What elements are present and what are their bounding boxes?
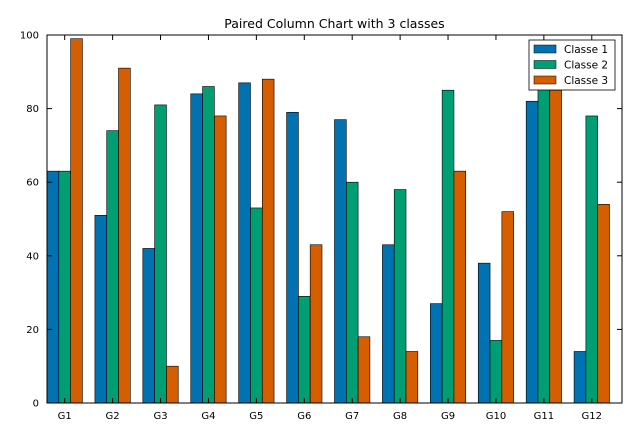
bar-g8-series-3 (405, 351, 419, 404)
legend-swatch-series-1 (533, 44, 557, 54)
x-tick-label-g3: G3 (153, 411, 167, 422)
legend-label-series-3: Classe 3 (564, 75, 608, 87)
bar-g9-series-2 (441, 89, 455, 404)
bar-g9-series-1 (430, 303, 443, 404)
bar-g4-series-1 (190, 93, 203, 404)
bar-g12-series-1 (573, 351, 587, 404)
bar-g1-series-1 (46, 170, 60, 404)
bar-g11-series-2 (537, 86, 551, 404)
bar-g3-series-1 (142, 248, 155, 404)
bar-g10-series-2 (489, 340, 503, 404)
bar-g10-series-1 (477, 262, 491, 404)
bar-g6-series-3 (309, 244, 323, 404)
bar-g8-series-2 (393, 189, 407, 404)
bar-g7-series-1 (334, 119, 347, 404)
bar-g7-series-3 (357, 336, 371, 404)
x-tick-label-g5: G5 (249, 411, 263, 422)
bar-g5-series-2 (250, 207, 263, 404)
legend-swatch-series-3 (533, 75, 557, 85)
x-tick-label-g9: G9 (441, 411, 455, 422)
plot-frame (46, 34, 623, 404)
chart-title: Paired Column Chart with 3 classes (224, 16, 444, 31)
y-tick-label: 20 (26, 325, 39, 336)
bar-g2-series-2 (106, 130, 119, 404)
legend-swatch-series-2 (533, 60, 557, 69)
legend: Classe 1 Classe 2 Classe 3 (528, 39, 616, 91)
bar-g12-series-2 (585, 115, 598, 404)
bar-g3-series-2 (154, 104, 167, 404)
bar-g2-series-3 (118, 67, 131, 404)
bar-g1-series-3 (70, 38, 83, 404)
x-tick-label-g8: G8 (393, 411, 407, 422)
bar-g2-series-1 (94, 215, 108, 404)
bar-g6-series-1 (286, 111, 299, 404)
y-tick-label: 60 (26, 178, 39, 189)
bar-g11-series-3 (549, 89, 562, 404)
bar-g6-series-2 (298, 295, 311, 404)
x-tick-label-g1: G1 (58, 411, 72, 422)
bar-g1-series-2 (58, 170, 71, 404)
x-tick-label-g7: G7 (345, 411, 359, 422)
x-tick-label-g11: G11 (534, 411, 554, 422)
legend-label-series-1: Classe 1 (564, 44, 608, 56)
x-tick-label-g10: G10 (486, 411, 506, 422)
y-tick-label: 80 (26, 104, 39, 115)
x-tick-label-g6: G6 (297, 411, 311, 422)
bar-g7-series-2 (345, 181, 359, 404)
legend-label-series-2: Classe 2 (564, 60, 608, 72)
bar-g5-series-3 (261, 78, 275, 404)
bar-g8-series-1 (382, 244, 395, 404)
bar-g10-series-3 (501, 211, 514, 404)
y-tick-label: 100 (20, 31, 39, 42)
bars-group (46, 38, 610, 404)
bar-g4-series-2 (202, 86, 215, 404)
y-tick-label: 0 (33, 399, 39, 410)
y-tick-label: 40 (26, 251, 39, 262)
bar-g9-series-3 (453, 170, 467, 404)
bar-g12-series-3 (597, 203, 610, 404)
x-tick-label-g4: G4 (201, 411, 215, 422)
x-tick-label-g12: G12 (582, 411, 602, 422)
bar-g4-series-3 (214, 115, 227, 404)
bar-g3-series-3 (166, 365, 179, 404)
bar-g5-series-1 (238, 82, 251, 404)
bar-g11-series-1 (525, 100, 539, 404)
x-tick-label-g2: G2 (106, 411, 120, 422)
axes-group: 0 20 40 60 80 100 G1 G2 G3 G4 G5 G6 G7 G8 G9 G10 G11 G12 (20, 31, 623, 422)
